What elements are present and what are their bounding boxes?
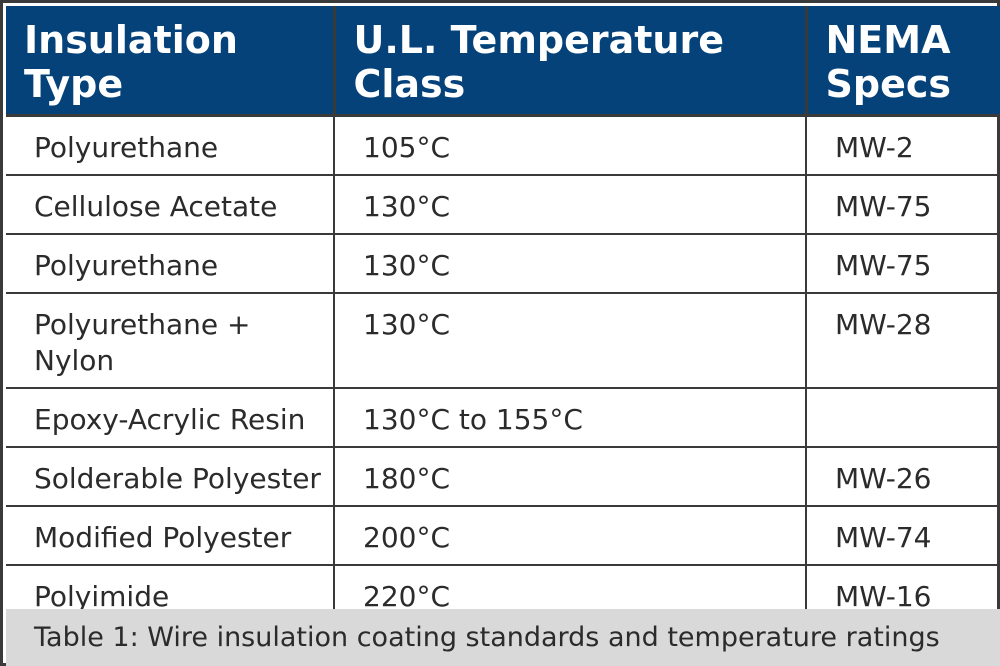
insulation-table: Insulation Type U.L. Temperature Class N… (6, 6, 1000, 626)
table-row: Polyurethane + Nylon 130°C MW-28 (6, 293, 1000, 389)
cell-insulation-type-text: Solderable Polyester (34, 462, 321, 495)
cell-insulation-type: Polyurethane (6, 234, 335, 294)
cell-insulation-type-text: Polyurethane (34, 131, 219, 164)
cell-insulation-type: Cellulose Acetate (6, 175, 335, 235)
header-nema-specs: NEMA Specs (806, 6, 1000, 117)
cell-temperature-class: 130°C (334, 293, 807, 389)
cell-temperature-class: 200°C (334, 506, 807, 566)
cell-insulation-type: Polyurethane + Nylon (6, 293, 335, 389)
header-nema-specs-line-2: Specs (825, 62, 952, 106)
table-row: Polyurethane 130°C MW-75 (6, 234, 1000, 294)
cell-temperature-class: 105°C (334, 115, 807, 176)
cell-temperature-class: 130°C (334, 234, 807, 294)
header-nema-specs-line-1: NEMA (825, 18, 951, 62)
table-row: Solderable Polyester 180°C MW-26 (6, 447, 1000, 507)
cell-nema-spec: MW-28 (806, 293, 1000, 389)
cell-nema-spec: MW-75 (806, 175, 1000, 235)
cell-insulation-type: Solderable Polyester (6, 447, 335, 507)
header-temperature-class: U.L. Temperature Class (334, 6, 808, 117)
header-insulation-type: Insulation Type (6, 6, 336, 117)
cell-temperature-class: 130°C to 155°C (334, 388, 807, 448)
cell-nema-spec (806, 388, 1000, 448)
cell-nema-spec: MW-75 (806, 234, 1000, 294)
cell-insulation-type: Polyurethane (6, 115, 335, 176)
header-row: Insulation Type U.L. Temperature Class N… (6, 6, 1000, 117)
header-temperature-class-line-2: Class (353, 62, 466, 106)
cell-insulation-type: Modified Polyester (6, 506, 335, 566)
cell-temperature-class: 180°C (334, 447, 807, 507)
cell-temperature-class: 130°C (334, 175, 807, 235)
cell-nema-spec: MW-26 (806, 447, 1000, 507)
cell-insulation-type-text-line-2: Nylon (34, 344, 115, 377)
table-row: Cellulose Acetate 130°C MW-75 (6, 175, 1000, 235)
table-row: Polyurethane 105°C MW-2 (6, 115, 1000, 176)
header-insulation-type-line-2: Type (24, 62, 124, 106)
header-insulation-type-line-1: Insulation (24, 18, 238, 62)
cell-nema-spec: MW-74 (806, 506, 1000, 566)
header-temperature-class-line-1: U.L. Temperature (353, 18, 725, 62)
cell-insulation-type: Epoxy-Acrylic Resin (6, 388, 335, 448)
cell-insulation-type-text: Polyimide (34, 580, 170, 613)
cell-nema-spec: MW-2 (806, 115, 1000, 176)
cell-insulation-type-text: Polyurethane + (34, 308, 251, 341)
cell-insulation-type-text: Modified Polyester (34, 521, 292, 554)
cell-insulation-type-text: Epoxy-Acrylic Resin (34, 403, 306, 436)
table-caption: Table 1: Wire insulation coating standar… (6, 609, 1000, 666)
table-row: Modified Polyester 200°C MW-74 (6, 506, 1000, 566)
cell-insulation-type-text: Cellulose Acetate (34, 190, 278, 223)
table-row: Epoxy-Acrylic Resin 130°C to 155°C (6, 388, 1000, 448)
cell-insulation-type-text: Polyurethane (34, 249, 219, 282)
